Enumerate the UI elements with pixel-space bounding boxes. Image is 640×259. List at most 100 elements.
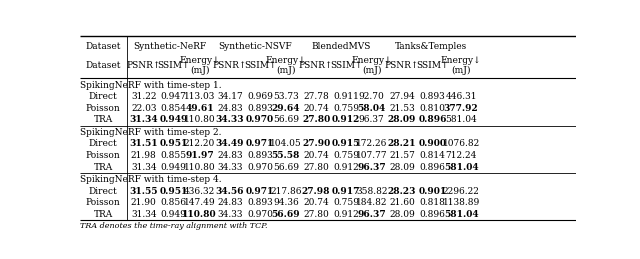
Text: Energy↓
(mJ): Energy↓ (mJ) <box>441 56 481 75</box>
Text: 27.90: 27.90 <box>302 139 330 148</box>
Text: 0.949: 0.949 <box>161 210 187 219</box>
Text: Synthetic-NSVF: Synthetic-NSVF <box>219 42 292 51</box>
Text: 0.893: 0.893 <box>247 104 273 113</box>
Text: 21.60: 21.60 <box>389 198 415 207</box>
Text: 34.33: 34.33 <box>217 210 243 219</box>
Text: 184.82: 184.82 <box>356 198 387 207</box>
Text: 96.37: 96.37 <box>357 210 386 219</box>
Text: 31.55: 31.55 <box>129 186 158 196</box>
Text: 31.22: 31.22 <box>131 92 157 101</box>
Text: SSIM↑: SSIM↑ <box>416 61 449 70</box>
Text: 21.53: 21.53 <box>389 104 415 113</box>
Text: 20.74: 20.74 <box>303 151 329 160</box>
Text: 0.949: 0.949 <box>159 115 188 124</box>
Text: 0.947: 0.947 <box>161 92 187 101</box>
Text: 0.901: 0.901 <box>419 186 447 196</box>
Text: SpikingNeRF with time-step 4.: SpikingNeRF with time-step 4. <box>80 175 221 184</box>
Text: 446.31: 446.31 <box>445 92 477 101</box>
Text: 21.90: 21.90 <box>131 198 157 207</box>
Text: 34.56: 34.56 <box>216 186 244 196</box>
Text: Poisson: Poisson <box>86 151 121 160</box>
Text: SSIM↑: SSIM↑ <box>157 61 190 70</box>
Text: 31.34: 31.34 <box>131 210 157 219</box>
Text: 58.04: 58.04 <box>358 104 386 113</box>
Text: 24.83: 24.83 <box>217 104 243 113</box>
Text: 28.09: 28.09 <box>389 163 415 171</box>
Text: 0.971: 0.971 <box>246 139 274 148</box>
Text: PSNR↑: PSNR↑ <box>212 61 247 70</box>
Text: 0.854: 0.854 <box>161 104 187 113</box>
Text: 0.951: 0.951 <box>159 139 188 148</box>
Text: 217.86: 217.86 <box>270 186 301 196</box>
Text: 436.32: 436.32 <box>184 186 215 196</box>
Text: 96.37: 96.37 <box>357 163 386 171</box>
Text: Energy↓
(mJ): Energy↓ (mJ) <box>266 56 306 75</box>
Text: 21.57: 21.57 <box>389 151 415 160</box>
Text: 20.74: 20.74 <box>303 104 329 113</box>
Text: PSNR↑: PSNR↑ <box>385 61 419 70</box>
Text: 0.759: 0.759 <box>333 198 359 207</box>
Text: 0.970: 0.970 <box>246 115 274 124</box>
Text: 1076.82: 1076.82 <box>442 139 480 148</box>
Text: 28.21: 28.21 <box>388 139 416 148</box>
Text: 20.74: 20.74 <box>303 198 329 207</box>
Text: 581.04: 581.04 <box>445 115 477 124</box>
Text: 0.915: 0.915 <box>332 139 360 148</box>
Text: 56.69: 56.69 <box>273 115 299 124</box>
Text: 0.855: 0.855 <box>161 151 187 160</box>
Text: 0.759: 0.759 <box>333 104 359 113</box>
Text: 104.05: 104.05 <box>270 139 301 148</box>
Text: 49.61: 49.61 <box>185 104 214 113</box>
Text: 29.64: 29.64 <box>271 104 300 113</box>
Text: TRA denotes the time-ray alignment with TCP.: TRA denotes the time-ray alignment with … <box>80 221 268 229</box>
Text: 0.856: 0.856 <box>161 198 187 207</box>
Text: 0.896: 0.896 <box>419 163 445 171</box>
Text: 0.912: 0.912 <box>333 210 359 219</box>
Text: 0.896: 0.896 <box>418 115 447 124</box>
Text: 0.911: 0.911 <box>333 92 359 101</box>
Text: 0.896: 0.896 <box>419 210 445 219</box>
Text: SpikingNeRF with time-step 1.: SpikingNeRF with time-step 1. <box>80 81 221 90</box>
Text: 27.80: 27.80 <box>303 163 329 171</box>
Text: PSNR↑: PSNR↑ <box>299 61 333 70</box>
Text: 0.912: 0.912 <box>333 163 359 171</box>
Text: 27.94: 27.94 <box>389 92 415 101</box>
Text: Synthetic-NeRF: Synthetic-NeRF <box>133 42 206 51</box>
Text: 0.893: 0.893 <box>247 151 273 160</box>
Text: 581.04: 581.04 <box>444 210 479 219</box>
Text: PSNR↑: PSNR↑ <box>127 61 161 70</box>
Text: 0.818: 0.818 <box>419 198 445 207</box>
Text: 0.969: 0.969 <box>247 92 273 101</box>
Text: 0.951: 0.951 <box>159 186 188 196</box>
Text: 110.80: 110.80 <box>184 163 215 171</box>
Text: 2296.22: 2296.22 <box>443 186 479 196</box>
Text: 0.759: 0.759 <box>333 151 359 160</box>
Text: TRA: TRA <box>93 210 113 219</box>
Text: BlendedMVS: BlendedMVS <box>312 42 371 51</box>
Text: Direct: Direct <box>89 139 118 148</box>
Text: 113.03: 113.03 <box>184 92 215 101</box>
Text: 110.80: 110.80 <box>182 210 217 219</box>
Text: 172.26: 172.26 <box>356 139 387 148</box>
Text: 92.70: 92.70 <box>359 92 385 101</box>
Text: 28.09: 28.09 <box>388 115 416 124</box>
Text: Direct: Direct <box>89 92 118 101</box>
Text: 24.83: 24.83 <box>217 198 243 207</box>
Text: 377.92: 377.92 <box>444 104 479 113</box>
Text: 28.23: 28.23 <box>388 186 416 196</box>
Text: 27.78: 27.78 <box>303 92 329 101</box>
Text: 110.80: 110.80 <box>184 115 215 124</box>
Text: 21.98: 21.98 <box>131 151 157 160</box>
Text: SSIM↑: SSIM↑ <box>244 61 276 70</box>
Text: 0.971: 0.971 <box>246 186 274 196</box>
Text: 0.912: 0.912 <box>332 115 360 124</box>
Text: 147.49: 147.49 <box>184 198 215 207</box>
Text: 24.83: 24.83 <box>217 151 243 160</box>
Text: 581.04: 581.04 <box>444 163 479 171</box>
Text: 27.80: 27.80 <box>303 210 329 219</box>
Text: Dataset: Dataset <box>86 61 121 70</box>
Text: 27.80: 27.80 <box>302 115 330 124</box>
Text: 94.36: 94.36 <box>273 198 299 207</box>
Text: Energy↓
(mJ): Energy↓ (mJ) <box>179 56 220 75</box>
Text: 34.17: 34.17 <box>217 92 243 101</box>
